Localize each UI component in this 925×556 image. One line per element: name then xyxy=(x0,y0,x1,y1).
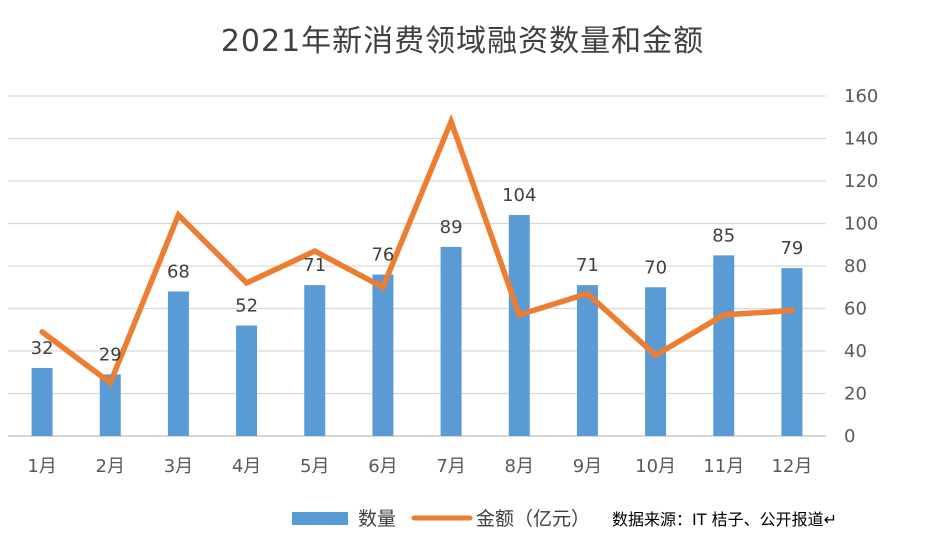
gridlines xyxy=(8,95,826,437)
bar xyxy=(576,285,598,436)
bar xyxy=(372,274,394,436)
amount-line xyxy=(39,113,795,388)
x-tick-label: 9月 xyxy=(573,456,602,477)
legend-swatch-count xyxy=(292,512,348,525)
line-series xyxy=(39,113,795,388)
y-tick-label: 40 xyxy=(844,341,867,362)
bar-series xyxy=(31,215,803,436)
data-labels: 32 29 68 52 71 76 89 104 71 70 85 79 xyxy=(31,185,804,365)
bar-data-label: 68 xyxy=(167,262,190,283)
bar xyxy=(713,255,735,436)
y-tick-label: 160 xyxy=(844,86,878,107)
bar-data-label: 32 xyxy=(31,338,54,359)
x-tick-label: 3月 xyxy=(164,456,193,477)
bar-data-label: 71 xyxy=(576,255,599,276)
legend: 数量 金额（亿元） 数据来源：IT 桔子、公开报道↵ xyxy=(292,508,837,530)
x-tick-label: 11月 xyxy=(703,456,744,477)
x-tick-label: 10月 xyxy=(635,456,676,477)
bar-data-label: 76 xyxy=(371,245,394,266)
bar xyxy=(508,215,530,436)
y-tick-label: 100 xyxy=(844,214,878,235)
y-tick-label: 20 xyxy=(844,384,867,405)
x-tick-label: 2月 xyxy=(96,456,125,477)
bar-data-label: 85 xyxy=(712,225,735,246)
bar-data-label: 29 xyxy=(99,344,122,365)
bar xyxy=(440,246,462,436)
bar-data-label: 71 xyxy=(303,255,326,276)
bar-data-label: 79 xyxy=(780,238,803,259)
bar xyxy=(781,268,803,436)
legend-label-amount: 金额（亿元） xyxy=(476,508,590,530)
y-tick-label: 0 xyxy=(844,426,855,447)
chart-title: 2021年新消费领域融资数量和金额 xyxy=(220,24,705,59)
bar-data-label: 70 xyxy=(644,257,667,278)
x-tick-label: 5月 xyxy=(300,456,329,477)
x-axis-ticks: 1月 2月 3月 4月 5月 6月 7月 8月 9月 10月 11月 12月 xyxy=(27,456,812,477)
x-tick-label: 8月 xyxy=(505,456,534,477)
y-tick-label: 60 xyxy=(844,299,867,320)
y-tick-label: 80 xyxy=(844,256,867,277)
bar xyxy=(167,291,189,436)
x-tick-label: 12月 xyxy=(771,456,812,477)
source-note: 数据来源：IT 桔子、公开报道↵ xyxy=(612,510,837,529)
bar-data-label: 52 xyxy=(235,296,258,317)
bar-data-label: 89 xyxy=(440,217,463,238)
bar xyxy=(236,325,258,436)
bar-data-label: 104 xyxy=(502,185,536,206)
y-tick-label: 140 xyxy=(844,129,878,150)
x-tick-label: 6月 xyxy=(368,456,397,477)
y-tick-label: 120 xyxy=(844,171,878,192)
bar xyxy=(645,287,667,436)
x-tick-label: 7月 xyxy=(436,456,465,477)
bar xyxy=(304,285,326,436)
bar xyxy=(31,368,53,436)
bar xyxy=(99,374,121,436)
x-tick-label: 4月 xyxy=(232,456,261,477)
x-tick-label: 1月 xyxy=(27,456,56,477)
legend-label-count: 数量 xyxy=(358,508,396,530)
y-axis-ticks: 0 20 40 60 80 100 120 140 160 xyxy=(844,86,878,447)
